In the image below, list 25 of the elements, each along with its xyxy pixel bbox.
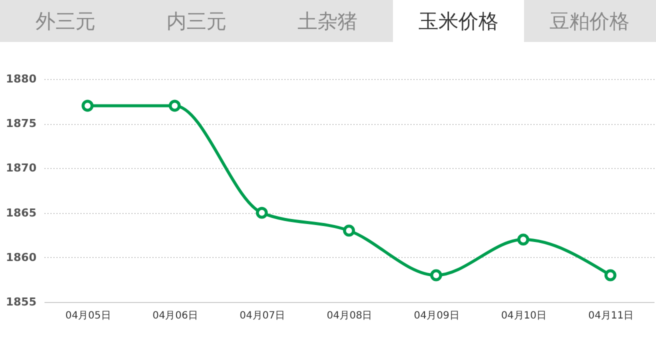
point <box>517 234 530 246</box>
x-tick-label: 04月07日 <box>240 310 286 322</box>
y-tick-label: 1860 <box>6 250 37 264</box>
point <box>82 100 94 112</box>
x-tick-label: 04月05日 <box>65 310 111 322</box>
text: 土杂猪 <box>296 8 358 35</box>
point <box>604 269 616 282</box>
y-tick-label: 1870 <box>6 162 37 175</box>
point <box>168 100 181 112</box>
x-tick-label: 04月09日 <box>414 310 460 322</box>
y-tick-label: 1855 <box>6 296 36 308</box>
y-tick-label: 1865 <box>6 206 36 220</box>
x-tick-label: 04月11日 <box>588 310 634 322</box>
text: 外三元 <box>34 8 96 35</box>
y-tick-label: 1875 <box>6 117 36 130</box>
text: 内三元 <box>166 8 228 35</box>
x-tick-label: 04月06日 <box>152 310 198 322</box>
x-tick-label: 04月10日 <box>501 310 547 322</box>
y-tick-label: 1880 <box>6 72 37 86</box>
text: 豆粕价格 <box>548 8 630 35</box>
point <box>343 224 355 237</box>
point <box>430 269 442 282</box>
x-tick-label: 04月08日 <box>326 310 372 322</box>
text: 玉米价格 <box>393 0 524 42</box>
point <box>256 206 268 219</box>
